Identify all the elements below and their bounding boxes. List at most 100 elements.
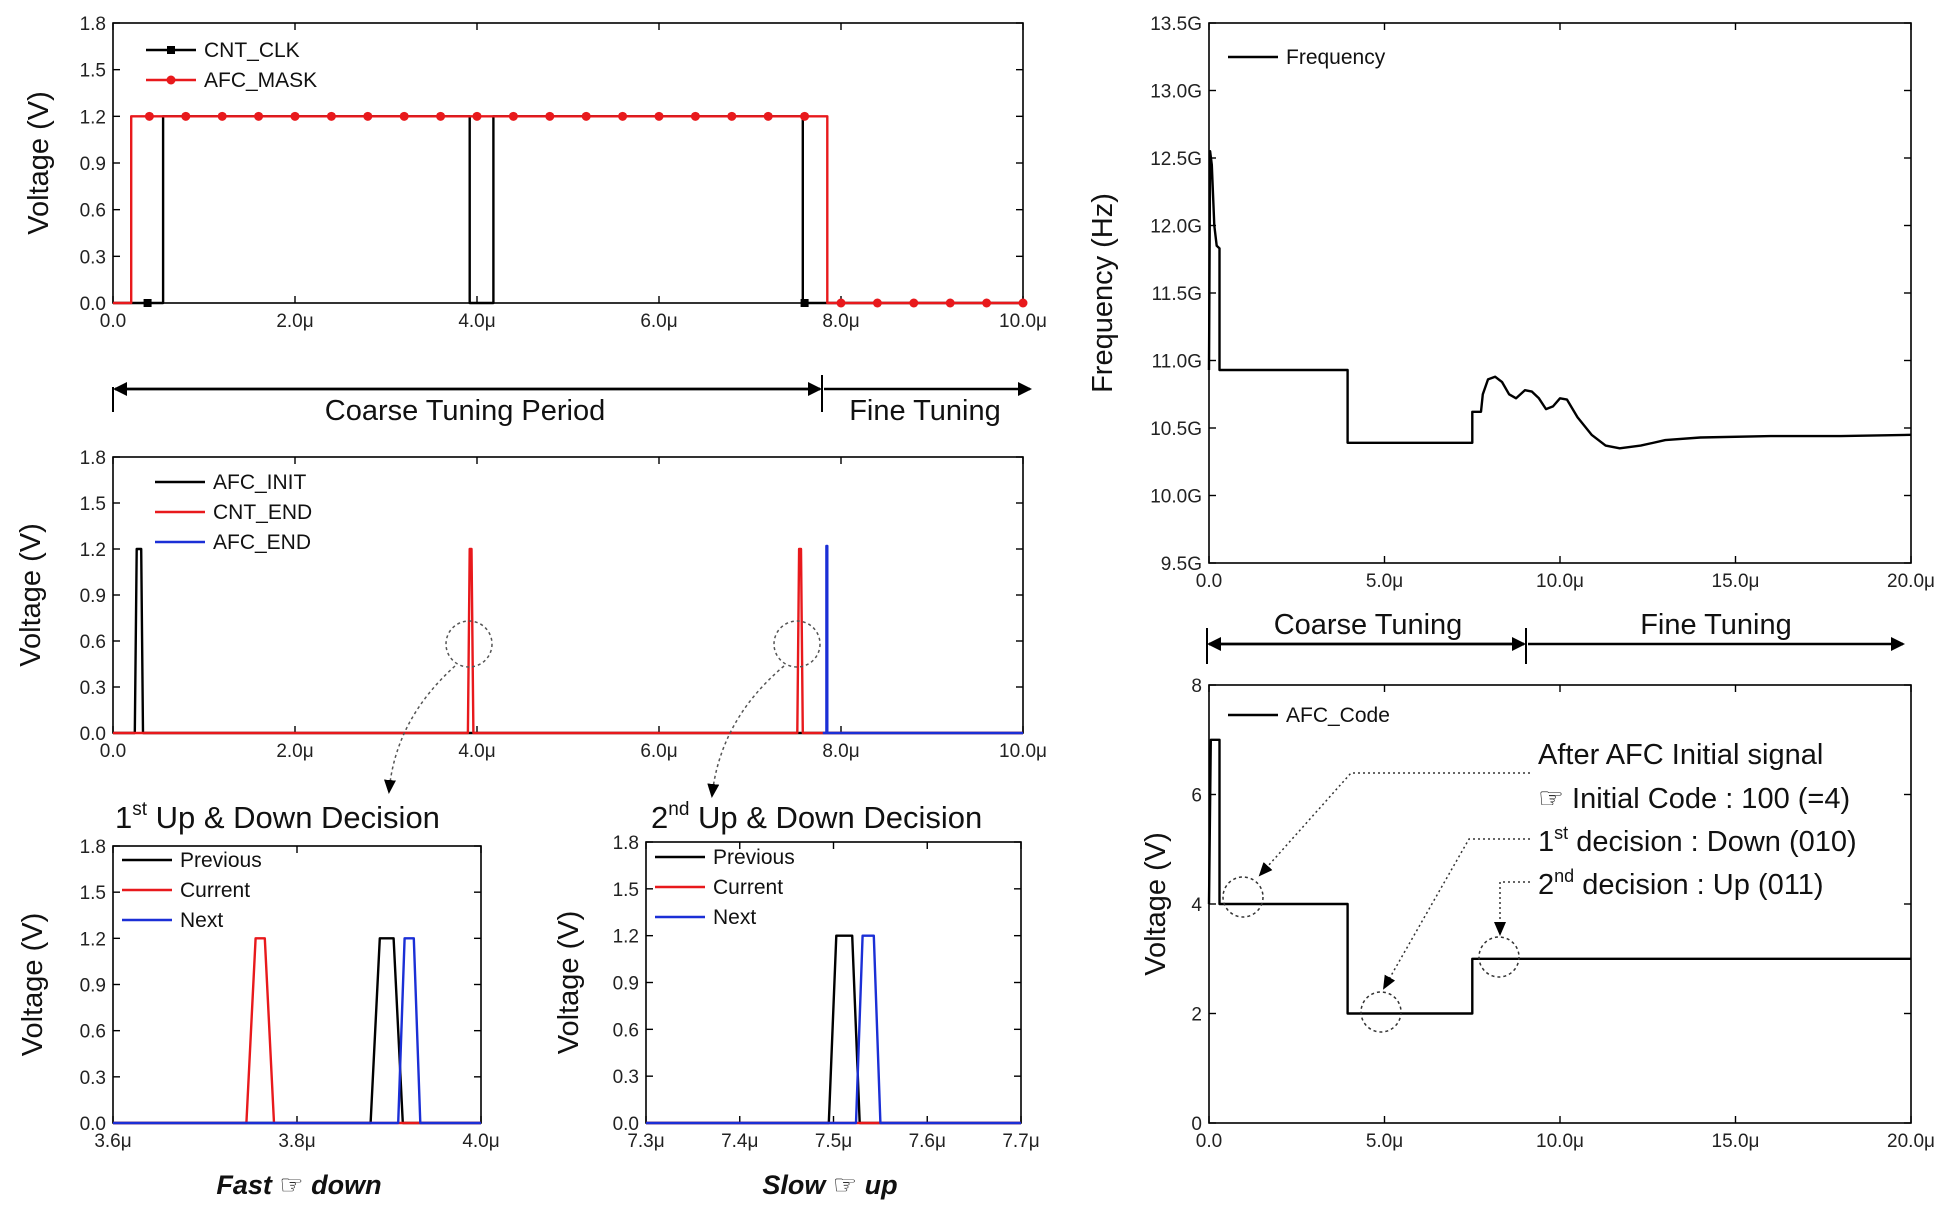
x-tick-label: 8.0μ <box>822 311 859 332</box>
y-tick-label: 12.0G <box>1150 217 1202 238</box>
first-decision-title: 1st Up & Down Decision <box>115 799 440 835</box>
series-marker <box>727 111 737 121</box>
y-tick-label: 0.9 <box>80 586 106 607</box>
y-tick-label: 0.9 <box>80 154 106 175</box>
y-tick-label: 0 <box>1191 1114 1202 1135</box>
x-tick-label: 6.0μ <box>640 741 677 762</box>
annotation-arrow-initial <box>1258 772 1530 877</box>
zoom-circle-second <box>773 620 821 668</box>
zoom-arrow-first <box>384 665 456 794</box>
x-tick-label: 4.0μ <box>458 741 495 762</box>
plot-frame <box>1208 22 1912 564</box>
x-tick-label: 7.7μ <box>1002 1131 1039 1152</box>
y-tick-label: 13.5G <box>1150 14 1202 35</box>
fine-tuning-label-right: Fine Tuning <box>1640 609 1792 641</box>
fine-tuning-label-left: Fine Tuning <box>849 395 1001 427</box>
series-marker <box>800 299 809 307</box>
y-tick-label: 1.5 <box>80 883 106 904</box>
x-tick-label: 20.0μ <box>1887 571 1935 592</box>
period-arrows-right: Coarse Tuning Fine Tuning <box>1206 609 1905 664</box>
zoom-circle-first <box>445 620 493 668</box>
y-axis-label: Voltage (V) <box>553 911 585 1054</box>
x-tick-label: 4.0μ <box>458 311 495 332</box>
y-tick-label: 0.0 <box>80 294 106 315</box>
legend-label: AFC_END <box>213 531 311 554</box>
y-tick-label: 1.5 <box>80 494 106 515</box>
y-tick-label: 1.5 <box>613 880 639 901</box>
x-tick-label: 5.0μ <box>1366 571 1403 592</box>
y-tick-label: 1.2 <box>80 540 106 561</box>
x-tick-label: 5.0μ <box>1366 1131 1403 1152</box>
y-tick-label: 4 <box>1191 895 1202 916</box>
chart-cnt-clk-afc-mask: 0.0 2.0μ 4.0μ 6.0μ 8.0μ 10.0μ 0.0 0.3 0.6 0.9 1.2 1… <box>23 14 1047 332</box>
series-marker <box>872 298 882 308</box>
x-tick-label: 2.0μ <box>276 311 313 332</box>
x-tick-label: 10.0μ <box>1536 1131 1584 1152</box>
series-marker <box>217 111 227 121</box>
x-tick-label: 7.4μ <box>721 1131 758 1152</box>
series-marker <box>618 111 628 121</box>
series-marker <box>690 111 700 121</box>
x-tick-label: 0.0 <box>100 741 126 762</box>
chart-first-decision: 3.6μ 3.8μ 4.0μ 0.0 0.3 0.6 0.9 1.2 1.5 1.8 Voltage… <box>17 837 500 1152</box>
coarse-tuning-period-label: Coarse Tuning Period <box>325 395 606 427</box>
legend-label: Frequency <box>1286 46 1386 69</box>
legend-label: CNT_END <box>213 501 312 524</box>
x-tick-label: 7.3μ <box>627 1131 664 1152</box>
y-tick-label: 0.6 <box>613 1020 639 1041</box>
series-marker <box>945 298 955 308</box>
y-tick-label: 0.9 <box>80 976 106 997</box>
y-tick-label: 13.0G <box>1150 82 1202 103</box>
x-tick-label: 0.0 <box>1196 1131 1222 1152</box>
series-line-afc-mask <box>113 115 1023 305</box>
annotation-arrow-first <box>1383 838 1530 990</box>
legend-label: AFC_MASK <box>204 69 317 92</box>
legend-marker <box>167 46 175 54</box>
y-tick-label: 2 <box>1191 1005 1202 1026</box>
y-axis-label: Voltage (V) <box>1140 832 1172 975</box>
plot-frame <box>112 456 1024 734</box>
y-axis-label: Voltage (V) <box>23 91 55 234</box>
series-marker <box>545 111 555 121</box>
x-tick-label: 10.0μ <box>999 311 1047 332</box>
y-tick-label: 0.3 <box>613 1067 639 1088</box>
y-tick-label: 0.9 <box>613 974 639 995</box>
y-tick-label: 12.5G <box>1150 149 1202 170</box>
series-line-cnt-clk <box>113 115 1023 305</box>
y-tick-label: 0.3 <box>80 1068 106 1089</box>
annotation-after-afc: After AFC Initial signal <box>1538 739 1823 771</box>
series-marker <box>1018 298 1028 308</box>
y-tick-label: 1.2 <box>80 107 106 128</box>
series-marker <box>326 111 336 121</box>
annotation-circle-first <box>1360 991 1402 1033</box>
series-marker <box>399 111 409 121</box>
series-marker <box>800 111 810 121</box>
series-line-previous <box>646 934 1021 1125</box>
series-marker <box>144 111 154 121</box>
annotation-circle-initial <box>1222 876 1264 918</box>
series-marker <box>581 111 591 121</box>
series-marker <box>363 111 373 121</box>
y-tick-label: 0.0 <box>613 1114 639 1135</box>
series-marker <box>654 111 664 121</box>
series-marker <box>472 111 482 121</box>
second-decision-title: 2nd Up & Down Decision <box>651 799 982 835</box>
x-tick-label: 8.0μ <box>822 741 859 762</box>
series-line-next <box>646 934 1021 1125</box>
y-tick-label: 9.5G <box>1161 554 1202 575</box>
y-tick-label: 10.0G <box>1150 487 1202 508</box>
series-marker <box>290 111 300 121</box>
legend-label: AFC_INIT <box>213 471 307 494</box>
y-tick-label: 1.5 <box>80 61 106 82</box>
series-line-previous <box>113 937 481 1125</box>
y-tick-label: 0.6 <box>80 1022 106 1043</box>
x-tick-label: 2.0μ <box>276 741 313 762</box>
y-tick-label: 8 <box>1191 676 1202 697</box>
series-line-next <box>113 937 481 1125</box>
y-tick-label: 1.2 <box>80 929 106 950</box>
series-line-afc-end <box>822 544 1023 735</box>
legend-label: Previous <box>713 846 795 869</box>
x-tick-label: 6.0μ <box>640 311 677 332</box>
hand-icon: ☞ <box>833 1170 857 1200</box>
legend-label: Current <box>713 876 783 899</box>
